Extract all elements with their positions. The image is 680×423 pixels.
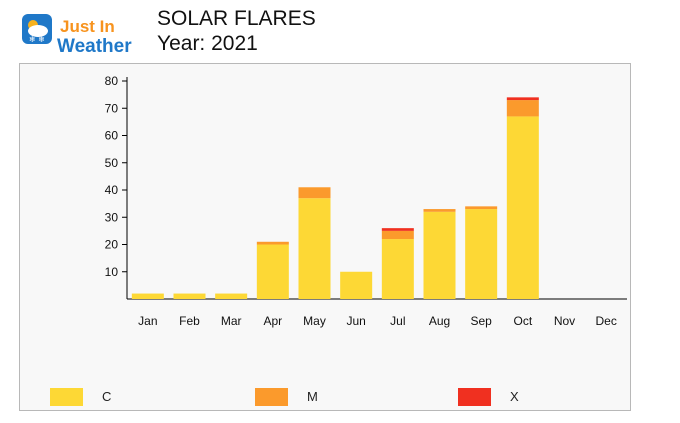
x-tick-label: Jun — [346, 314, 365, 328]
y-tick-label: 80 — [105, 74, 119, 88]
x-tick-label: Oct — [513, 314, 532, 328]
x-tick-label: Apr — [263, 314, 282, 328]
bar-C-Sep — [465, 209, 498, 299]
cloud-icon — [28, 25, 48, 37]
y-tick-label: 70 — [105, 101, 119, 115]
x-tick-label: Feb — [179, 314, 200, 328]
bar-C-Jan — [131, 293, 164, 299]
bar-X-Oct — [506, 97, 539, 101]
chart-subtitle: Year: 2021 — [157, 32, 258, 55]
y-tick-label: 60 — [105, 129, 119, 143]
legend-swatch — [255, 388, 288, 406]
bar-C-Apr — [256, 244, 289, 299]
y-tick-label: 50 — [105, 156, 119, 170]
legend-label: X — [510, 389, 519, 404]
bar-X-Jul — [381, 228, 414, 231]
chart-panel: 10 20 30 40 50 60 70 80 Jan Feb Mar Apr May Jun Jul Aug… — [19, 63, 631, 411]
bar-C-Feb — [173, 293, 206, 299]
just-in-weather-logo: ❄ ❄ Just In Weather — [22, 14, 132, 57]
bar-C-Mar — [215, 293, 248, 299]
logo-text-line-2: Weather — [57, 36, 132, 57]
legend-label: C — [102, 389, 112, 404]
x-tick-label: May — [303, 314, 326, 328]
x-tick-label: Sep — [470, 314, 492, 328]
bar-C-Jun — [340, 271, 373, 299]
x-tick-label: Mar — [221, 314, 242, 328]
x-tick-label: Dec — [595, 314, 616, 328]
bar-M-Apr — [256, 241, 289, 245]
bar-C-Aug — [423, 211, 456, 299]
bar-C-May — [298, 198, 331, 299]
logo-text-line-1: Just In — [60, 17, 115, 36]
x-tick-label: Aug — [429, 314, 450, 328]
legend-swatch — [50, 388, 83, 406]
bar-M-Aug — [423, 209, 456, 212]
x-tick-label: Jul — [390, 314, 405, 328]
legend-swatch — [458, 388, 491, 406]
bar-M-Sep — [465, 206, 498, 210]
y-tick-label: 10 — [105, 265, 119, 279]
y-tick-label: 20 — [105, 238, 119, 252]
y-tick-label: 40 — [105, 183, 119, 197]
y-tick-label: 30 — [105, 210, 119, 224]
bar-C-Oct — [506, 116, 539, 299]
bar-M-Oct — [506, 100, 539, 117]
bar-M-May — [298, 187, 331, 199]
bar-C-Jul — [381, 239, 414, 299]
svg-text:❄ ❄: ❄ ❄ — [29, 35, 45, 44]
stacked-bar-chart: 10 20 30 40 50 60 70 80 Jan Feb Mar Apr May Jun Jul Aug… — [105, 74, 627, 328]
x-tick-label: Jan — [138, 314, 157, 328]
x-tick-label: Nov — [554, 314, 575, 328]
legend-label: M — [307, 389, 318, 404]
chart-title: SOLAR FLARES — [157, 7, 316, 30]
bar-M-Jul — [381, 230, 414, 240]
